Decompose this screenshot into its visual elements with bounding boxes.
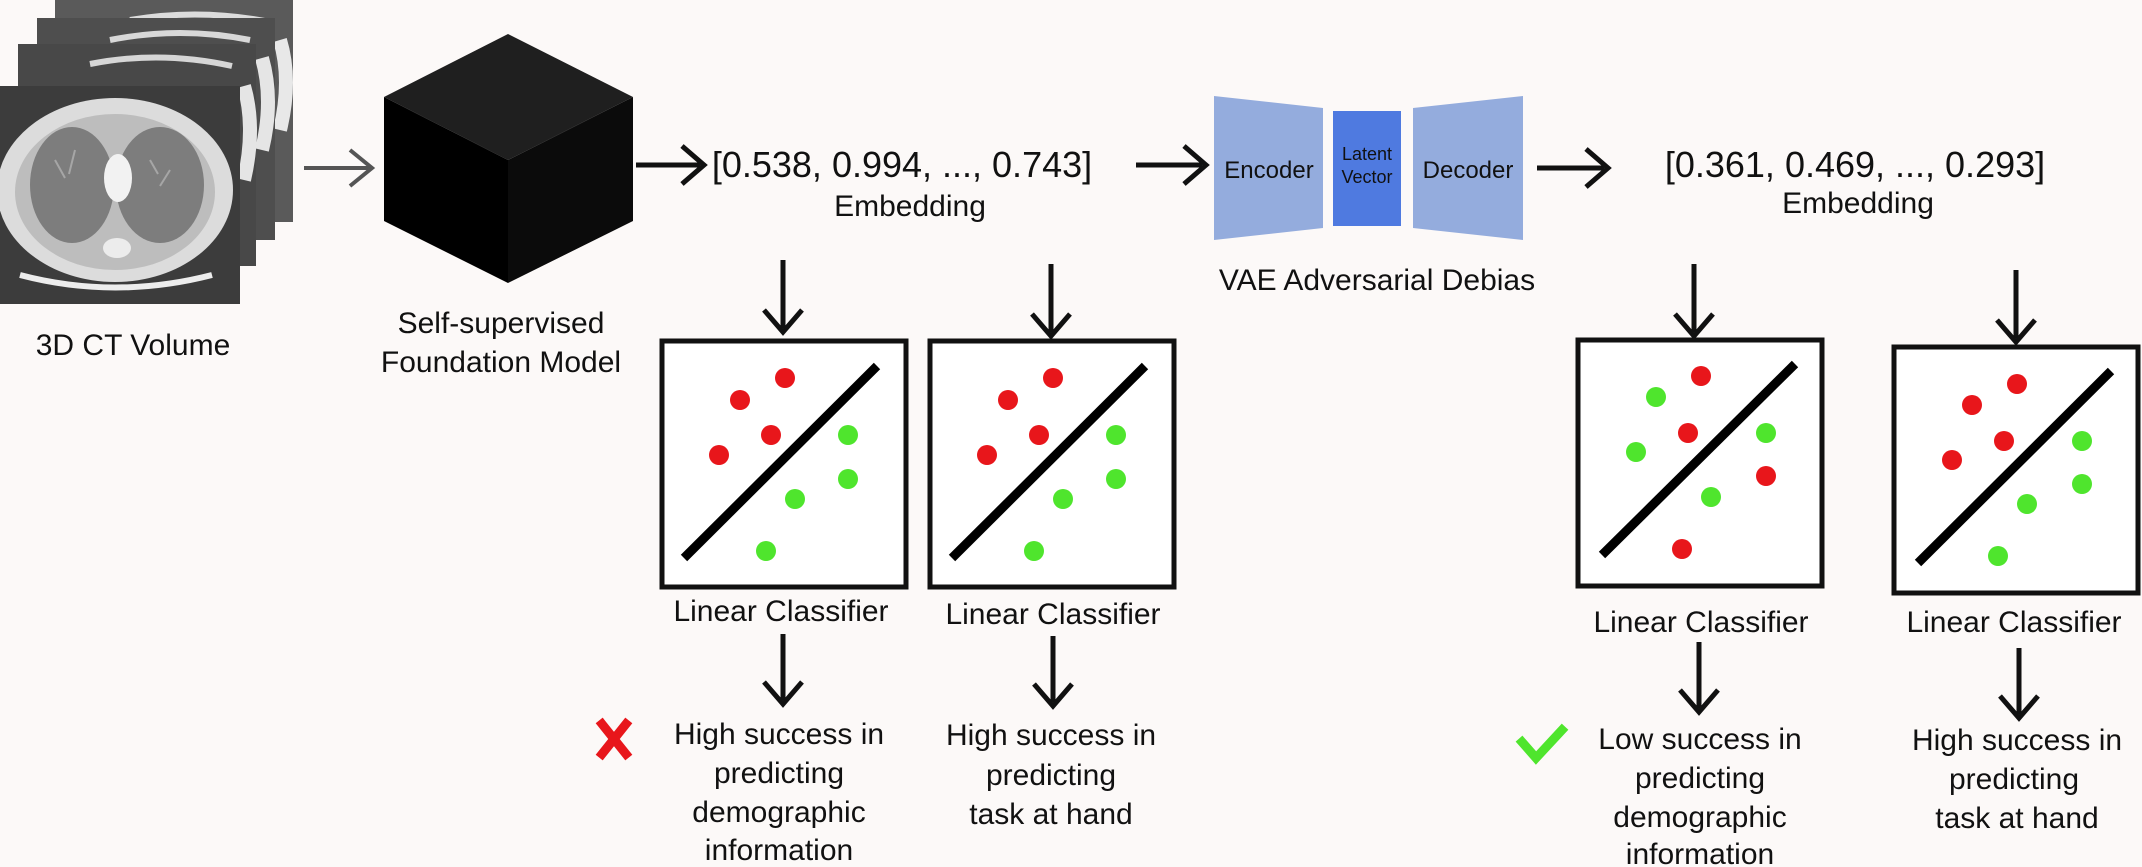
point-red <box>1678 423 1698 443</box>
classifier-1-result-line4: information <box>705 834 853 867</box>
vae-encoder-label: Encoder <box>1224 157 1313 184</box>
arrow-classifier-3-to-result <box>1678 642 1720 716</box>
classifier-4-points <box>1942 374 2092 566</box>
embedding-debiased-vector: [0.361, 0.469, ..., 0.293] <box>1665 144 2045 185</box>
point-red <box>1994 431 2014 451</box>
classifier-2-label: Linear Classifier <box>945 598 1160 631</box>
classifier-4: Linear Classifier High success in predic… <box>1891 270 2141 835</box>
embedding-raw-vector: [0.538, 0.994, ..., 0.743] <box>712 144 1092 185</box>
classifier-3-result-line3: demographic <box>1613 801 1786 834</box>
arrow-classifier-1-to-result <box>762 634 804 708</box>
classifier-2-result-line3: task at hand <box>969 798 1132 831</box>
foundation-model-cube <box>384 34 633 283</box>
vae-latent-label-line1: Latent <box>1342 144 1392 164</box>
arrow-classifier-4-to-result <box>1998 648 2040 722</box>
point-red <box>998 390 1018 410</box>
ct-slice-front <box>0 86 240 304</box>
classifier-4-decision-boundary <box>1914 367 2115 567</box>
point-green <box>1024 541 1044 561</box>
point-red <box>709 445 729 465</box>
point-green <box>1756 423 1776 443</box>
cross-icon <box>595 717 633 761</box>
arrow-ct-to-model <box>304 148 376 188</box>
ct-volume-label: 3D CT Volume <box>36 329 231 362</box>
vae-encoder <box>1214 96 1323 240</box>
classifier-2-decision-boundary <box>948 362 1149 562</box>
classifier-4-result-line3: task at hand <box>1935 802 2098 835</box>
classifier-4-label: Linear Classifier <box>1906 606 2121 639</box>
vae-decoder <box>1413 96 1523 240</box>
point-red <box>1029 425 1049 445</box>
point-red <box>977 445 997 465</box>
classifier-1-points <box>709 368 858 561</box>
arrow-embedding-to-classifier-2 <box>1030 264 1072 340</box>
check-icon <box>1515 723 1569 765</box>
point-green <box>838 469 858 489</box>
embedding-raw-label: Embedding <box>834 190 986 223</box>
point-green <box>1106 469 1126 489</box>
point-green <box>756 541 776 561</box>
classifier-1-result-line1: High success in <box>674 718 884 751</box>
classifier-4-result-line1: High success in <box>1912 724 2122 757</box>
point-green <box>2072 431 2092 451</box>
classifier-1: Linear Classifier High success in predic… <box>595 260 909 867</box>
vae-decoder-label: Decoder <box>1423 157 1514 184</box>
point-red <box>1691 366 1711 386</box>
arrow-vae-to-embedding <box>1537 147 1612 189</box>
classifier-3-result-line1: Low success in <box>1598 723 1801 756</box>
point-green <box>1626 442 1646 462</box>
vae-caption: VAE Adversarial Debias <box>1219 264 1535 297</box>
classifier-1-result-line2: predicting <box>714 757 844 790</box>
point-red <box>1962 395 1982 415</box>
point-green <box>1646 387 1666 407</box>
point-green <box>2072 474 2092 494</box>
foundation-model-label-line2: Foundation Model <box>381 346 621 379</box>
classifier-2: Linear Classifier High success in predic… <box>927 264 1177 831</box>
classifier-3-points <box>1626 366 1776 559</box>
point-green <box>1053 489 1073 509</box>
vae-latent-vector <box>1333 111 1401 226</box>
point-green <box>1106 425 1126 445</box>
point-red <box>1756 466 1776 486</box>
embedding-debiased-label: Embedding <box>1782 187 1934 220</box>
vae-latent-label-line2: Vector <box>1341 167 1392 187</box>
classifier-2-points <box>977 368 1126 561</box>
arrow-embedding-to-classifier-3 <box>1673 264 1715 340</box>
point-red <box>2007 374 2027 394</box>
classifier-2-result-line1: High success in <box>946 719 1156 752</box>
point-green <box>1988 546 2008 566</box>
ct-volume-stack <box>0 0 293 304</box>
classifier-4-result-line2: predicting <box>1949 763 2079 796</box>
classifier-3-result-line4: information <box>1626 838 1774 867</box>
arrow-model-to-embedding <box>636 144 708 186</box>
arrow-embedding-to-classifier-4 <box>1995 270 2037 346</box>
arrow-classifier-2-to-result <box>1032 636 1074 710</box>
point-green <box>785 489 805 509</box>
classifier-1-result-line3: demographic <box>692 796 865 829</box>
point-green <box>2017 494 2037 514</box>
classifier-3-label: Linear Classifier <box>1593 606 1808 639</box>
point-green <box>1701 487 1721 507</box>
classifier-1-label: Linear Classifier <box>673 595 888 628</box>
point-green <box>838 425 858 445</box>
point-red <box>1672 539 1692 559</box>
point-red <box>730 390 750 410</box>
classifier-3: Linear Classifier Low success in predict… <box>1515 264 1825 867</box>
vae-block <box>1214 96 1523 240</box>
arrow-embedding-to-vae <box>1136 144 1210 186</box>
classifier-3-decision-boundary <box>1598 360 1799 559</box>
arrow-embedding-to-classifier-1 <box>762 260 804 336</box>
point-red <box>1942 450 1962 470</box>
classifier-2-result-line2: predicting <box>986 759 1116 792</box>
classifier-1-decision-boundary <box>680 362 881 562</box>
point-red <box>761 425 781 445</box>
foundation-model-label-line1: Self-supervised <box>398 307 605 340</box>
point-red <box>1043 368 1063 388</box>
classifier-3-result-line2: predicting <box>1635 762 1765 795</box>
point-red <box>775 368 795 388</box>
